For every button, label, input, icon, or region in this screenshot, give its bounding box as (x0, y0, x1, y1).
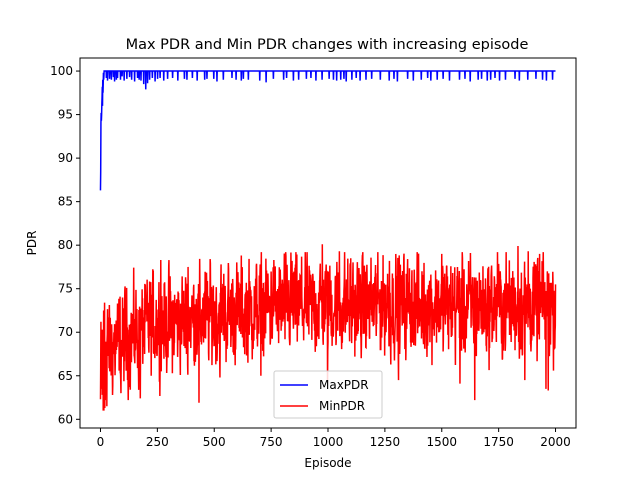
y-tick-label: 75 (58, 282, 73, 296)
x-axis-label: Episode (304, 456, 351, 470)
x-tick-label: 250 (146, 435, 169, 449)
x-tick-label: 0 (97, 435, 105, 449)
series-line-maxpdr (99, 70, 556, 191)
series-layer (99, 70, 557, 411)
series-line-minpdr (99, 244, 557, 411)
y-tick-label: 65 (58, 369, 73, 383)
y-tick-label: 60 (58, 412, 73, 426)
legend: MaxPDR MinPDR (273, 370, 383, 419)
y-tick-label: 90 (58, 151, 73, 165)
x-tick-label: 1500 (426, 435, 457, 449)
y-tick-label: 95 (58, 108, 73, 122)
x-tick-label: 750 (260, 435, 283, 449)
y-axis: 60 65 70 75 80 85 90 95 100 (50, 64, 80, 426)
y-tick-label: 70 (58, 325, 73, 339)
y-axis-label: PDR (25, 231, 39, 256)
y-tick-label: 80 (58, 238, 73, 252)
chart-title: Max PDR and Min PDR changes with increas… (126, 37, 529, 53)
x-tick-label: 1750 (483, 435, 514, 449)
x-tick-label: 1000 (313, 435, 344, 449)
legend-label-minpdr: MinPDR (319, 399, 365, 413)
y-tick-label: 100 (50, 64, 73, 78)
x-tick-label: 2000 (540, 435, 571, 449)
legend-label-maxpdr: MaxPDR (319, 378, 369, 392)
y-tick-label: 85 (58, 195, 73, 209)
x-tick-label: 1250 (370, 435, 401, 449)
x-axis: 0 250 500 750 1000 1250 1500 1750 2000 (97, 428, 571, 449)
x-tick-label: 500 (203, 435, 226, 449)
